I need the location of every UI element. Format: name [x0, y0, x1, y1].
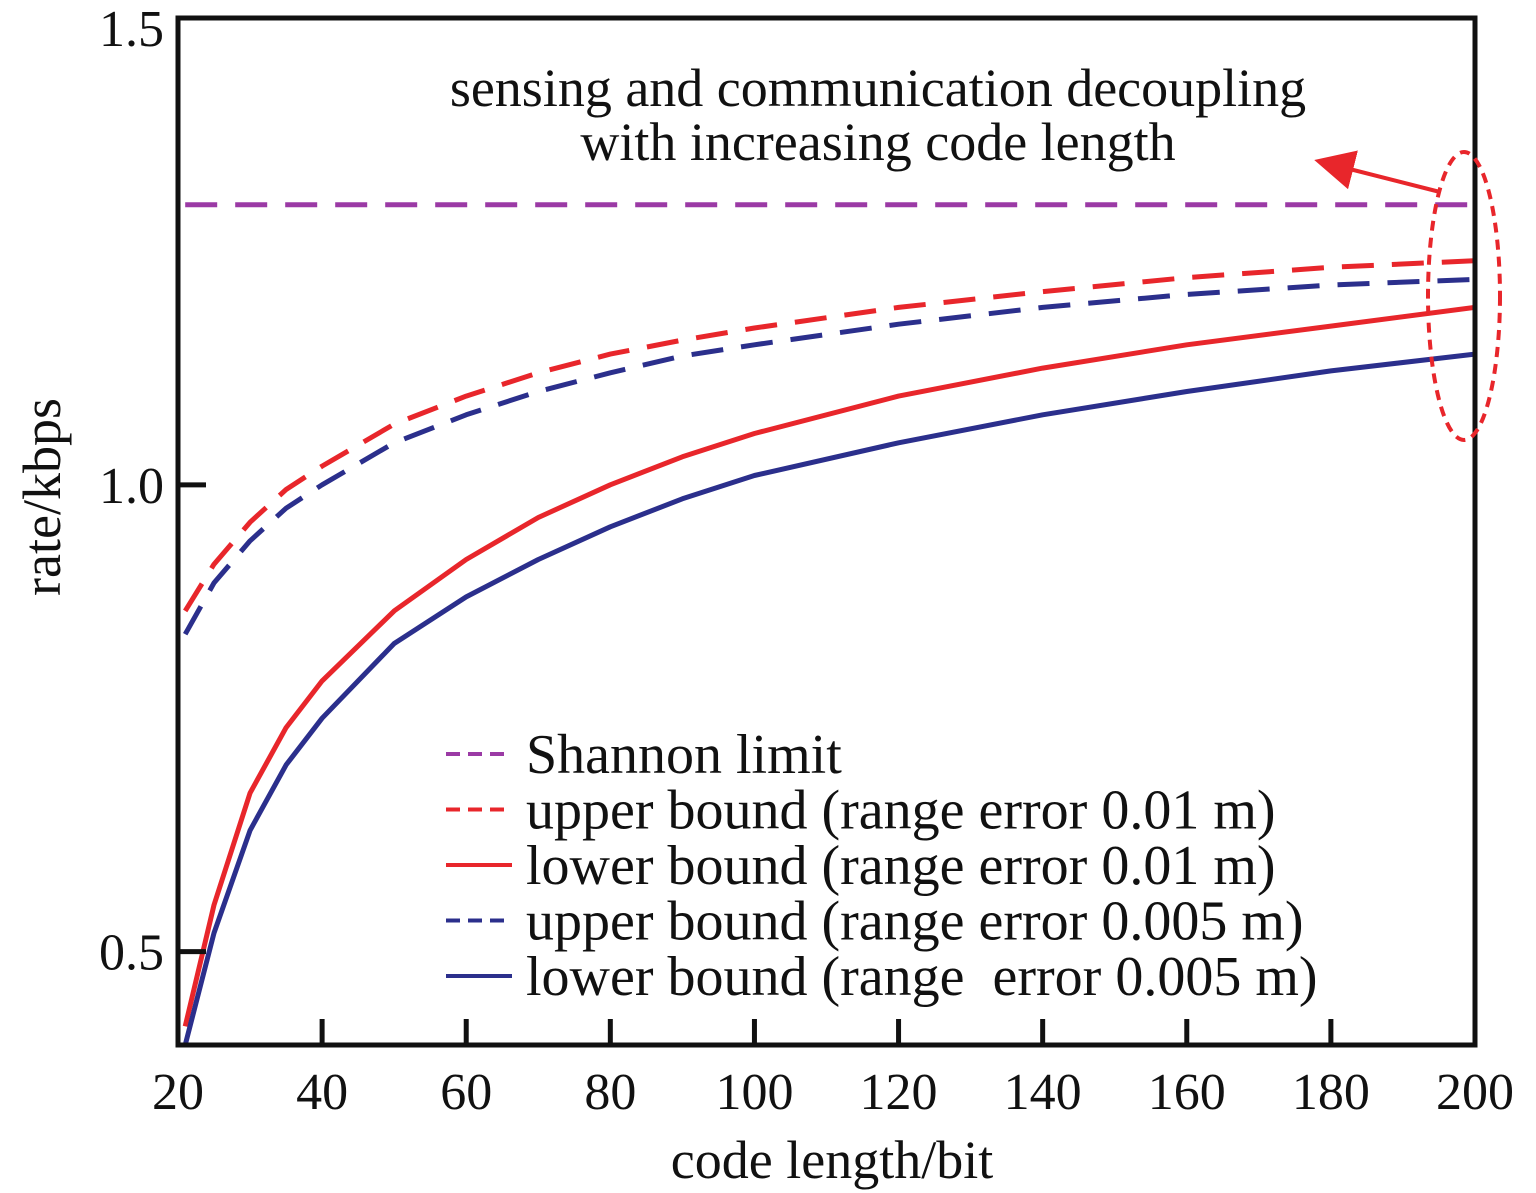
plot-frame: [175, 15, 1478, 1048]
x-tick-label: 40: [296, 1064, 348, 1121]
series-layer: [182, 202, 1475, 1045]
x-tick-label: 200: [1436, 1064, 1514, 1121]
x-tick-labels: 20 40 60 80 100 120 140 160 180 200: [152, 1064, 1514, 1121]
y-tick-label: 1.5: [99, 1, 164, 58]
series-line-2: [182, 304, 1475, 1027]
x-tick-label: 60: [440, 1064, 492, 1121]
annotation-line-1: sensing and communication decoupling: [450, 58, 1306, 118]
legend-label-3: upper bound (range error 0.005 m): [526, 891, 1304, 953]
x-tick-marks: [175, 1019, 1478, 1045]
legend-label-2: lower bound (range error 0.01 m): [526, 835, 1276, 897]
x-tick-label: 120: [860, 1064, 938, 1121]
x-tick-label: 140: [1004, 1064, 1082, 1121]
annotation: sensing and communication decoupling wit…: [450, 58, 1502, 442]
series-line-4: [182, 351, 1475, 1045]
y-tick-label: 1.0: [99, 458, 164, 515]
x-axis-label: code length/bit: [671, 1130, 993, 1190]
annotation-arrow: [1314, 150, 1441, 194]
x-tick-label: 160: [1148, 1064, 1226, 1121]
legend-label-0: Shannon limit: [526, 724, 842, 786]
annotation-ellipse: [1426, 150, 1502, 442]
y-axis-label: rate/kbps: [12, 398, 72, 596]
series-line-3: [183, 276, 1475, 636]
legend-label-1: upper bound (range error 0.01 m): [526, 780, 1276, 842]
legend-label-4: lower bound (range error 0.005 m): [526, 946, 1318, 1008]
series-line-1: [183, 258, 1475, 613]
annotation-line-2: with increasing code length: [580, 112, 1175, 172]
y-tick-labels: 0.5 1.0 1.5: [99, 1, 164, 982]
x-tick-label: 100: [715, 1064, 793, 1121]
x-tick-label: 80: [584, 1064, 636, 1121]
y-tick-label: 0.5: [99, 925, 164, 982]
x-tick-label: 20: [152, 1064, 204, 1121]
y-tick-marks: [178, 15, 206, 955]
x-tick-label: 180: [1292, 1064, 1370, 1121]
